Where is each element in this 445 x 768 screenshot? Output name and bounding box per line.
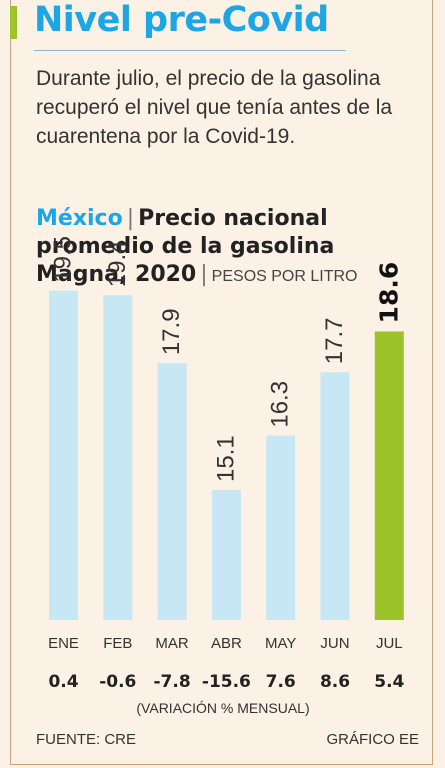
source-note: FUENTE: CRE xyxy=(36,731,137,748)
bar-abr xyxy=(211,490,241,620)
variation-value: -7.8 xyxy=(154,672,191,692)
category-label: JUN xyxy=(320,635,349,652)
headline: Nivel pre-Covid xyxy=(34,0,329,40)
graphic-frame xyxy=(10,0,433,765)
variation-value: 0.4 xyxy=(48,672,78,692)
category-label: JUL xyxy=(376,635,403,652)
bar-feb xyxy=(103,295,133,620)
graphic-credit: GRÁFICO EE xyxy=(326,731,419,748)
variation-value: 7.6 xyxy=(266,672,296,692)
bar-jul xyxy=(374,331,404,620)
value-label: 16.3 xyxy=(267,381,294,428)
chart-title-text: Precio nacional promedio de la gasolina … xyxy=(36,206,335,287)
bar-jun xyxy=(320,372,350,620)
category-label: MAY xyxy=(265,635,296,652)
category-label: MAR xyxy=(155,635,189,652)
chart-title: México | Precio nacional promedio de la ga… xyxy=(36,205,426,291)
category-label: ENE xyxy=(48,635,79,652)
accent-bar xyxy=(10,6,17,39)
value-label: 19.5 xyxy=(50,236,77,283)
variation-value: 5.4 xyxy=(374,672,404,692)
value-label: 19.4 xyxy=(104,240,131,287)
value-label: 15.1 xyxy=(212,435,239,482)
chart-unit: PESOS POR LITRO xyxy=(211,268,358,285)
headline-rule xyxy=(34,50,346,51)
title-separator: | xyxy=(126,206,135,231)
intro-text: Durante julio, el precio de la gasolina … xyxy=(36,67,393,148)
variation-value: -0.6 xyxy=(99,672,136,692)
variation-value: -15.6 xyxy=(202,672,251,692)
chart-country: México xyxy=(36,206,123,231)
variation-caption: (VARIACIÓN % MENSUAL) xyxy=(136,700,309,716)
bar-ene xyxy=(49,290,78,620)
variation-value: 8.6 xyxy=(320,672,350,692)
unit-separator: | xyxy=(200,262,208,287)
value-label: 18.6 xyxy=(374,262,403,324)
bar-may xyxy=(266,435,296,620)
value-label: 17.7 xyxy=(321,318,348,365)
value-label: 17.9 xyxy=(158,308,185,355)
bar-mar xyxy=(157,363,187,620)
category-label: FEB xyxy=(103,635,132,652)
category-label: ABR xyxy=(211,635,242,652)
